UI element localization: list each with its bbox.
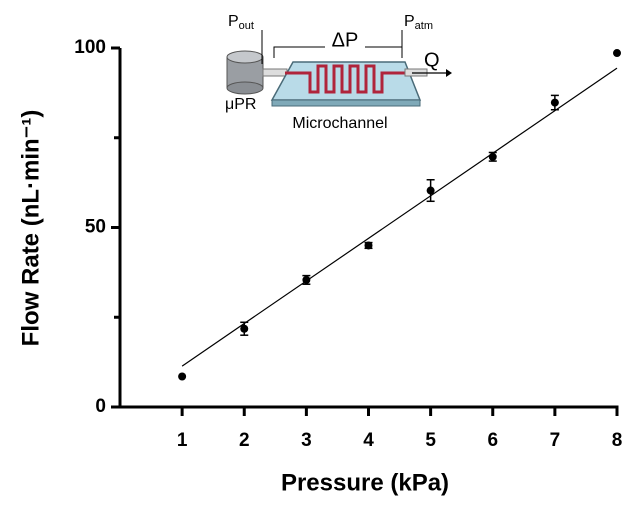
inlet-tube <box>262 68 288 77</box>
p-out: Pout <box>228 13 254 32</box>
point <box>426 186 435 195</box>
regulator-label: μPR <box>225 96 256 113</box>
arrow-head <box>446 69 452 77</box>
y-tick-label: 50 <box>85 217 106 238</box>
point <box>488 152 497 161</box>
inset-diagram: Pout ΔP Patm Q μPR Microchannel <box>225 13 452 132</box>
x-tick-label: 2 <box>239 430 250 451</box>
y-tick-label: 100 <box>74 37 106 58</box>
x-axis-title: Pressure (kPa) <box>281 469 449 496</box>
x-tick-label: 3 <box>301 430 312 451</box>
regulator-base <box>226 81 264 95</box>
point <box>240 324 249 333</box>
chip-edge <box>271 99 421 107</box>
x-tick-label: 5 <box>425 430 436 451</box>
serpentine <box>285 64 410 94</box>
x-tick-label: 1 <box>177 430 188 451</box>
q-label: Q <box>424 49 440 71</box>
x-tick-label: 7 <box>550 430 561 451</box>
x-tick-label: 4 <box>363 430 374 451</box>
point <box>178 372 187 381</box>
chip <box>270 61 422 101</box>
regulator-top <box>226 50 264 64</box>
delta-p: ΔP <box>332 29 359 51</box>
point <box>550 98 559 107</box>
bracket-left <box>273 46 325 58</box>
y-axis-title: Flow Rate (nL·min⁻¹) <box>17 110 44 347</box>
point <box>364 241 373 250</box>
p-atm: Patm <box>404 13 433 32</box>
y-tick-label: 0 <box>95 396 106 417</box>
point <box>613 49 621 58</box>
x-tick-label: 6 <box>487 430 498 451</box>
bracket-right <box>365 46 403 58</box>
x-tick-label: 8 <box>612 430 623 451</box>
channel-label: Microchannel <box>292 115 387 132</box>
fit-line <box>181 67 618 367</box>
